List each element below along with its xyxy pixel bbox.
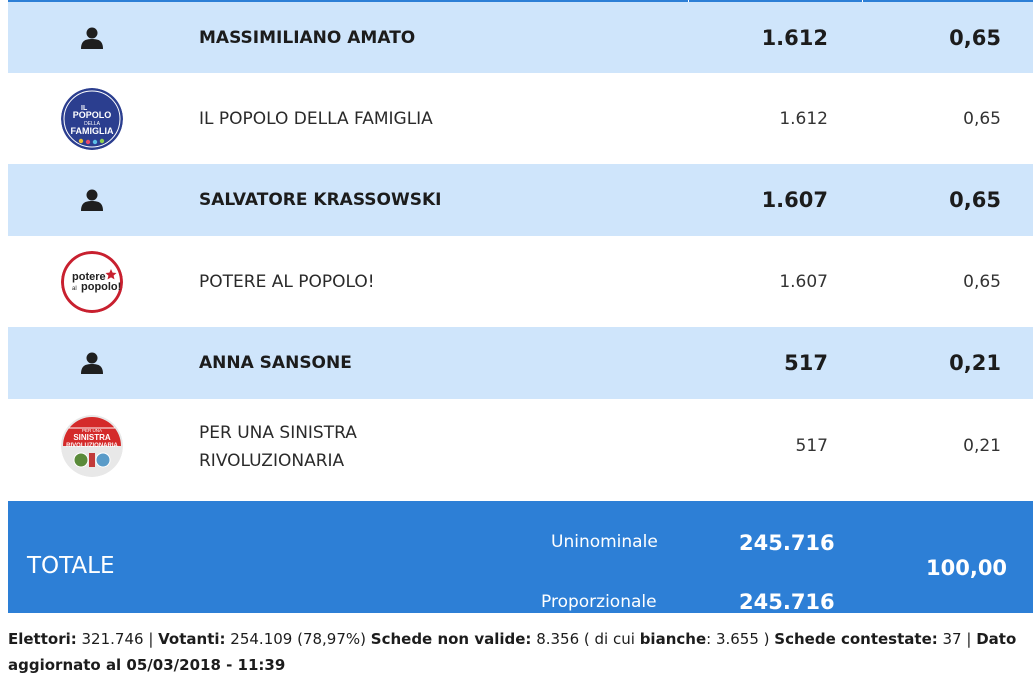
bianche-label: bianche [639,630,707,648]
proporzionale-label: Proporzionale [541,592,657,612]
candidate-votes: 1.612 [761,25,828,50]
bianche-value: : 3.655 ) [706,630,775,648]
logo-text: SINISTRA [73,433,111,442]
logo-text: popolo! [81,281,121,293]
candidate-name: ANNA SANSONE [199,353,352,373]
elettori-label: Elettori: [8,630,77,648]
person-icon [60,2,124,73]
person-icon [60,164,124,236]
total-percentage: 100,00 [926,556,1008,580]
list-votes: 1.607 [779,271,828,292]
person-icon [60,327,124,399]
votanti-label: Votanti: [158,630,226,648]
list-name: PER UNA SINISTRA RIVOLUZIONARIA [199,417,357,477]
logo-text: POPOLO [73,110,112,120]
popolo-della-famiglia-logo: IL POPOLO DELLA FAMIGLIA [60,73,124,164]
elettori-value: 321.746 | [76,630,159,648]
list-name-line: PER UNA SINISTRA [199,423,357,443]
list-name-line: RIVOLUZIONARIA [199,451,345,471]
table-row-list: potere al popolo! POTERE AL POPOLO! 1.60… [8,236,1033,327]
logo-text: IL [81,105,88,112]
data-aggiornamento: Dato aggiornato al 05/03/2018 - 11:39 [8,630,1017,674]
turnout-summary: Elettori: 321.746 | Votanti: 254.109 (78… [8,626,1028,678]
list-percentage: 0,65 [963,271,1001,292]
potere-al-popolo-logo: potere al popolo! [60,236,124,327]
schede-non-valide-label: Schede non valide: [370,630,532,648]
logo-text: potere [72,271,106,283]
logo-text: DELLA [84,121,101,127]
candidate-percentage: 0,21 [949,351,1001,375]
column-separator [688,0,689,3]
logo-text: RIVOLUZIONARIA [66,443,118,449]
schede-contestate-value: 37 | [937,630,977,648]
candidate-votes: 1.607 [761,188,828,212]
list-name: IL POPOLO DELLA FAMIGLIA [199,108,433,129]
candidate-percentage: 0,65 [949,188,1001,212]
candidate-name: MASSIMILIANO AMATO [199,27,416,48]
logo-text: PER UNA [82,428,102,433]
candidate-votes: 517 [784,351,828,375]
schede-non-valide-value: 8.356 ( di cui [531,630,640,648]
table-top-border [8,0,1033,2]
table-row-list: PER UNA SINISTRA RIVOLUZIONARIA PER UNA … [8,399,1033,501]
list-percentage: 0,65 [963,108,1001,129]
total-bar: TOTALE Uninominale 245.716 Proporzionale… [8,501,1033,614]
sinistra-rivoluzionaria-logo: PER UNA SINISTRA RIVOLUZIONARIA [60,399,124,493]
list-votes: 517 [795,436,828,456]
votanti-value: 254.109 (78,97%) [225,630,371,648]
proporzionale-value: 245.716 [739,590,835,614]
total-label: TOTALE [27,553,115,579]
list-votes: 1.612 [779,108,828,129]
list-percentage: 0,21 [963,436,1001,456]
candidate-name: SALVATORE KRASSOWSKI [199,190,442,210]
schede-contestate-label: Schede contestate: [774,630,938,648]
table-row-candidate: SALVATORE KRASSOWSKI 1.607 0,65 [8,164,1033,236]
column-separator [862,0,863,3]
candidate-percentage: 0,65 [949,25,1001,50]
logo-text: al [72,286,77,292]
table-row-candidate: ANNA SANSONE 517 0,21 [8,327,1033,399]
list-name: POTERE AL POPOLO! [199,271,375,292]
table-row-list: IL POPOLO DELLA FAMIGLIA IL POPOLO DELLA… [8,73,1033,164]
table-row-candidate: MASSIMILIANO AMATO 1.612 0,65 [8,2,1033,73]
logo-text: FAMIGLIA [71,126,114,136]
uninominale-value: 245.716 [739,531,835,555]
uninominale-label: Uninominale [551,532,658,552]
